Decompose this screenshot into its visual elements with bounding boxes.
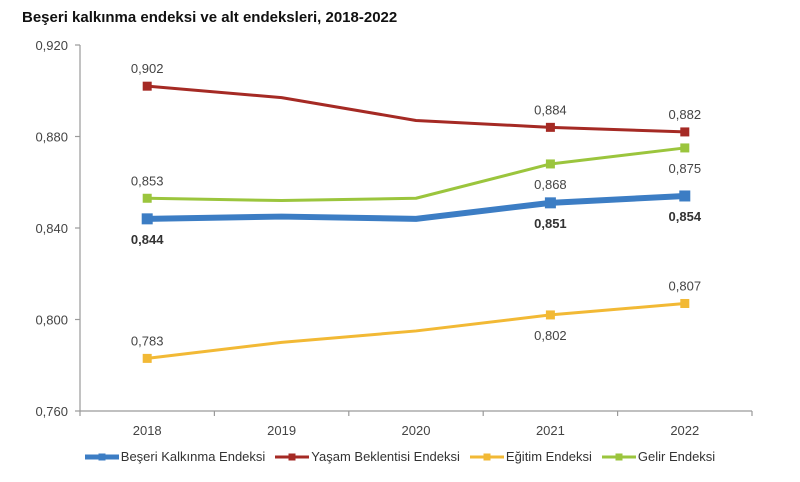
data-point-marker [142, 193, 152, 203]
data-point-marker [545, 122, 555, 132]
data-label: 0,807 [669, 278, 702, 293]
data-label: 0,853 [131, 173, 164, 188]
series-line-be-eri-kalk-nma-endeksi [147, 192, 685, 222]
axes: 0,760 0,800 0,840 0,880 0,920 2018 2019 2020 202… [35, 38, 753, 438]
legend-item: Gelir Endeksi [601, 449, 716, 464]
data-label: 0,854 [669, 209, 702, 224]
x-tick-label: 2022 [670, 423, 699, 438]
legend-item: Beşeri Kalkınma Endeksi [84, 449, 266, 464]
data-label: 0,875 [669, 161, 702, 176]
y-tick-label: 0,920 [35, 38, 68, 53]
data-label: 0,851 [534, 216, 567, 231]
x-tick-label: 2019 [267, 423, 296, 438]
legend-swatch-icon [601, 451, 636, 463]
legend-item: Eğitim Endeksi [469, 449, 592, 464]
data-label: 0,868 [534, 177, 567, 192]
data-point-marker [680, 298, 690, 308]
legend-label: Eğitim Endeksi [505, 449, 592, 464]
data-label: 0,844 [131, 232, 164, 247]
data-label: 0,882 [669, 107, 702, 122]
y-tick-label: 0,880 [35, 130, 68, 145]
legend-label: Gelir Endeksi [637, 449, 716, 464]
legend-label: Yaşam Beklentisi Endeksi [311, 449, 460, 464]
data-point-marker [679, 190, 691, 202]
data-point-marker [545, 310, 555, 320]
series-lines [147, 84, 685, 360]
data-point-marker [545, 159, 555, 169]
legend-item: Yaşam Beklentisi Endeksi [275, 449, 460, 464]
data-label: 0,902 [131, 61, 164, 76]
y-tick-label: 0,800 [35, 313, 68, 328]
y-tick-label: 0,760 [35, 404, 68, 419]
legend-swatch-icon [275, 451, 310, 463]
data-label: 0,783 [131, 333, 164, 348]
data-label: 0,802 [534, 328, 567, 343]
data-point-marker [680, 143, 690, 153]
legend-label: Beşeri Kalkınma Endeksi [120, 449, 266, 464]
data-point-marker [544, 197, 556, 209]
series-line-gelir-endeksi [147, 146, 685, 203]
data-labels: 0,844 0,851 0,854 0,902 0,884 0,882 0,783 0,802… [131, 61, 702, 348]
data-point-marker [680, 127, 690, 137]
series-line-e-itim-endeksi [147, 301, 685, 360]
y-tick-label: 0,840 [35, 221, 68, 236]
data-point-marker [142, 353, 152, 363]
x-tick-label: 2020 [402, 423, 431, 438]
series-markers [141, 81, 691, 363]
legend-swatch-icon [84, 451, 119, 463]
legend-swatch-icon [469, 451, 504, 463]
data-point-marker [141, 213, 153, 225]
data-point-marker [142, 81, 152, 91]
x-tick-label: 2021 [536, 423, 565, 438]
data-label: 0,884 [534, 102, 567, 117]
legend: Beşeri Kalkınma Endeksi Yaşam Beklentisi … [0, 449, 800, 464]
series-line-ya-am-beklentisi-endeksi [147, 84, 685, 134]
chart-title: Beşeri kalkınma endeksi ve alt endeksler… [22, 9, 398, 26]
x-tick-label: 2018 [133, 423, 162, 438]
